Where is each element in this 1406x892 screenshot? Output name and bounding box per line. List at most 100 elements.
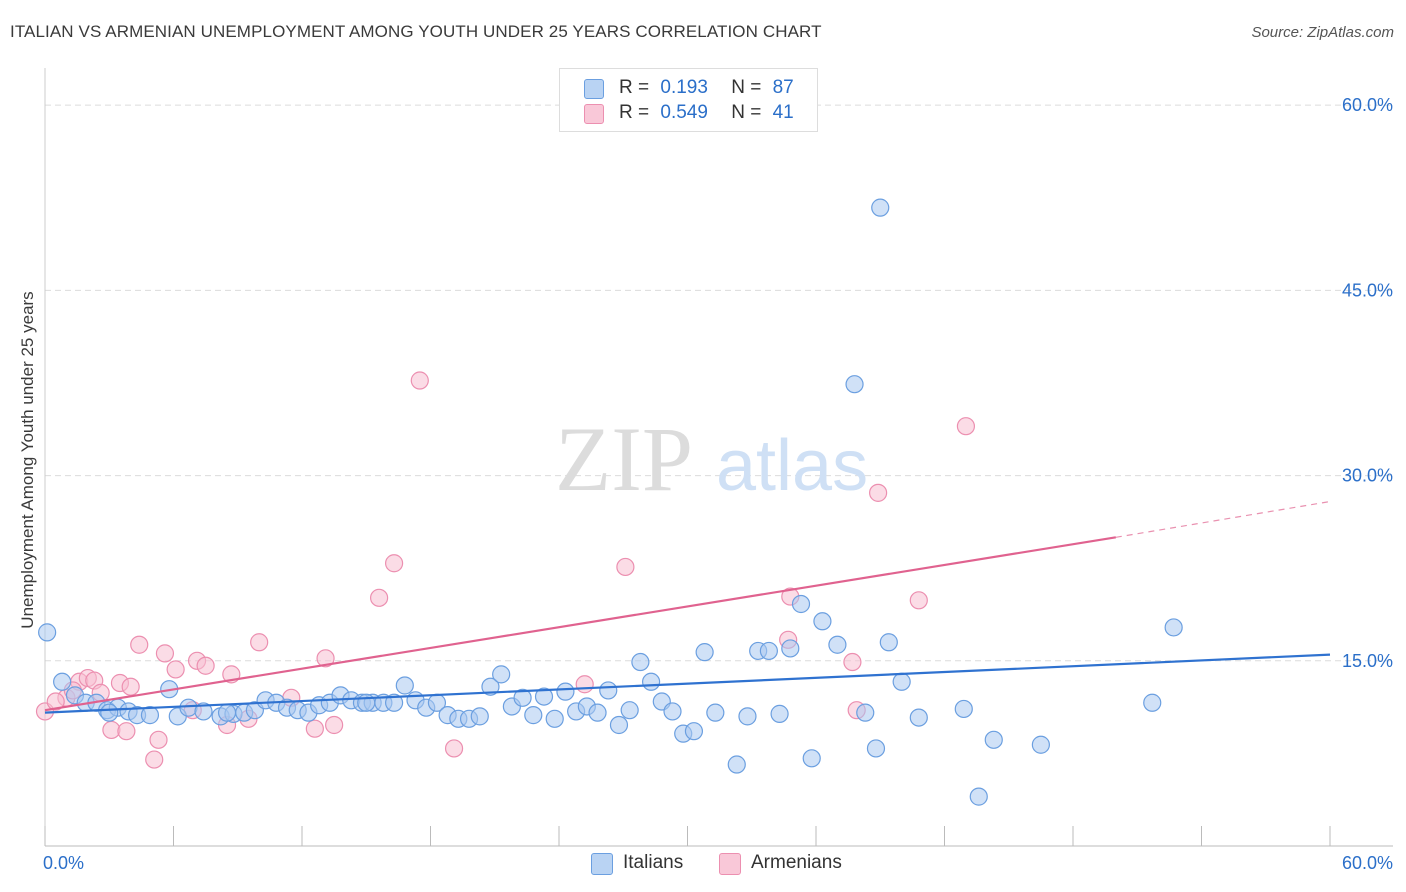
bottom-legend-swatch-italians (591, 853, 613, 875)
italian-point (813, 612, 832, 631)
italian-point (845, 375, 864, 394)
italian-point (481, 677, 500, 696)
bottom-legend-swatch-armenians (719, 853, 741, 875)
armenian-point (325, 715, 344, 735)
armenian-point (46, 692, 65, 711)
armenian-point (250, 633, 269, 652)
italian-point (395, 676, 414, 695)
italian-point (588, 703, 607, 722)
italians-trend-line (44, 653, 1331, 714)
italian-point (631, 652, 650, 672)
source-label: Source: ZipAtlas.com (1251, 24, 1394, 41)
italian-point (620, 701, 639, 720)
italian-point (954, 699, 973, 719)
x-tick-label: 60.0% (1342, 853, 1393, 873)
armenian-point (616, 557, 635, 577)
italian-point (770, 704, 789, 723)
legend-n-label: N = (731, 102, 762, 123)
italian-point (791, 594, 811, 614)
points-layer (35, 198, 1183, 806)
italian-point (524, 706, 543, 725)
legend-n-label: N = (731, 77, 762, 98)
x-tick-label: 0.0% (43, 853, 84, 873)
armenian-point (149, 730, 168, 749)
italian-point (856, 703, 875, 722)
italian-point (969, 787, 988, 806)
watermark: ZIP atlas (555, 408, 868, 510)
armenians-trend-extension (1115, 500, 1331, 538)
legend-n-value: 41 (772, 102, 794, 123)
italian-point (727, 755, 746, 774)
italian-point (513, 688, 532, 707)
tick-label-layer: 15.0% 30.0% 45.0% 60.0% 0.0% 60.0% (43, 95, 1393, 873)
armenian-point (305, 719, 324, 738)
italian-point (556, 682, 575, 701)
y-tick-label: 60.0% (1342, 95, 1393, 115)
armenian-point (909, 591, 928, 610)
legend-r-value: 0.549 (660, 102, 708, 123)
italian-point (781, 639, 800, 658)
armenian-point (956, 417, 976, 436)
italian-point (194, 702, 213, 721)
armenian-point (316, 649, 335, 668)
italian-point (384, 693, 404, 712)
italian-point (695, 643, 714, 662)
legend-n-value: 87 (772, 77, 794, 98)
armenian-point (117, 722, 136, 741)
italian-point (179, 698, 198, 717)
armenian-point (166, 660, 185, 679)
bottom-legend-label-italians: Italians (623, 852, 684, 873)
italian-point (100, 703, 119, 722)
armenian-point (370, 588, 389, 607)
armenian-point (384, 554, 404, 573)
armenian-point (843, 652, 862, 672)
legend-r-label: R = (619, 77, 650, 98)
italian-point (492, 665, 511, 684)
armenian-point (102, 720, 121, 740)
italian-point (217, 703, 237, 722)
italian-point (1164, 618, 1183, 637)
italian-point (759, 641, 778, 661)
watermark-atlas: atlas (716, 426, 868, 506)
watermark-zip: ZIP (555, 408, 693, 510)
italian-point (828, 635, 847, 654)
italian-point (545, 709, 564, 728)
y-tick-label: 15.0% (1342, 651, 1393, 671)
italian-point (684, 722, 704, 741)
y-axis-label-wrap: Unemployment Among Youth under 25 years (17, 260, 39, 660)
italian-point (470, 707, 489, 726)
italian-point (1031, 735, 1050, 754)
armenian-point (121, 677, 140, 696)
italian-point (1143, 693, 1162, 712)
italian-point (871, 198, 890, 217)
armenians-trend-line (44, 536, 1117, 712)
italian-point (38, 623, 57, 642)
legend-swatch-armenians (584, 104, 604, 124)
italian-point (706, 703, 725, 722)
legend-text-italians: R = 0.193 N = 87 (619, 77, 794, 99)
armenian-point (869, 483, 888, 502)
armenian-point (145, 750, 164, 769)
bottom-legend-label-armenians: Armenians (751, 852, 842, 873)
legend-box: R = 0.193 N = 87 R = 0.549 N = 41 (559, 68, 818, 132)
y-tick-label: 45.0% (1342, 280, 1393, 300)
italian-point (534, 687, 554, 706)
armenian-point (575, 675, 594, 694)
armenian-point (196, 656, 215, 675)
italian-point (738, 707, 757, 726)
italian-point (599, 681, 618, 700)
italian-point (984, 730, 1003, 749)
legend-swatch-italians (584, 79, 604, 99)
italian-point (879, 633, 898, 652)
armenian-point (130, 635, 149, 654)
italian-point (663, 702, 682, 721)
italian-point (802, 749, 821, 768)
legend-r-value: 0.193 (660, 77, 708, 98)
italian-point (866, 739, 886, 758)
armenian-point (444, 739, 464, 758)
armenian-point (410, 371, 429, 390)
armenian-point (155, 644, 175, 663)
italian-point (892, 672, 911, 691)
italian-point (140, 706, 160, 725)
